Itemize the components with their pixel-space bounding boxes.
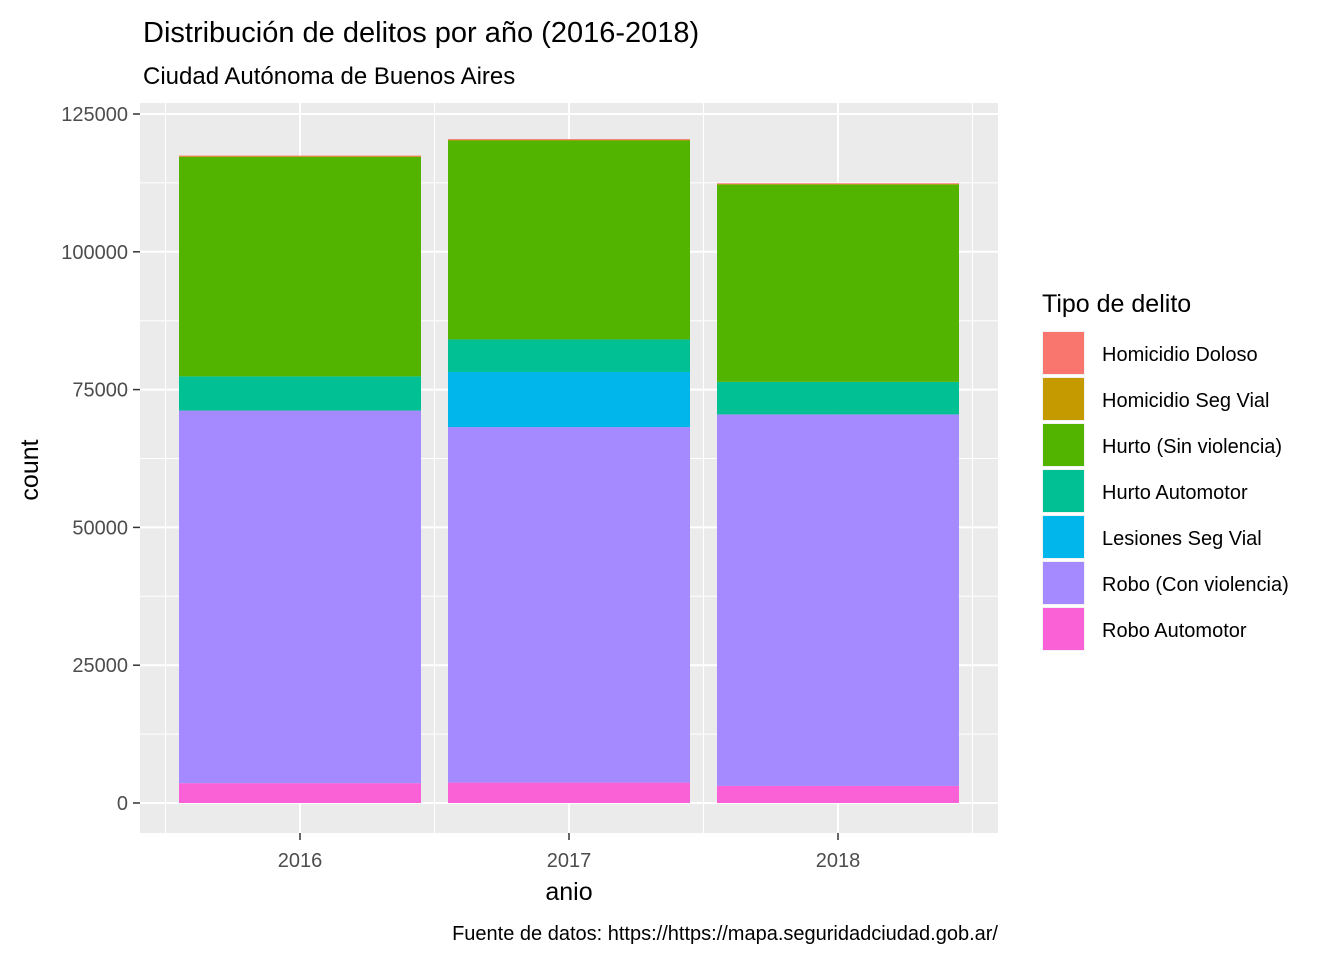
bar-segment [448, 140, 690, 340]
bar-segment [448, 427, 690, 783]
x-tick-label: 2017 [547, 850, 592, 872]
legend-item-label: Robo (Con violencia) [1102, 574, 1289, 596]
chart-subtitle: Ciudad Autónoma de Buenos Aires [143, 63, 515, 90]
legend-swatch [1043, 378, 1084, 420]
bar-segment [179, 376, 421, 411]
x-axis-ticks: 2016 2017 2018 [278, 833, 861, 872]
bar-segment [717, 184, 959, 185]
y-tick-label: 50000 [72, 517, 128, 539]
legend-item-label: Homicidio Doloso [1102, 344, 1258, 366]
bar-segment [179, 156, 421, 157]
legend: Tipo de delito Homicidio DolosoHomicidio… [1042, 290, 1289, 651]
bar-segment [179, 410, 421, 784]
legend-swatch [1043, 424, 1084, 466]
bar-segment [448, 782, 690, 803]
chart-caption: Fuente de datos: https://https://mapa.se… [452, 923, 998, 945]
bar-segment [448, 139, 690, 140]
legend-swatch [1043, 608, 1084, 650]
legend-item-label: Hurto Automotor [1102, 482, 1248, 504]
y-axis-ticks: 0 25000 50000 75000 100000 125000 [61, 104, 140, 815]
legend-item-label: Lesiones Seg Vial [1102, 528, 1262, 550]
y-tick-label: 125000 [61, 104, 128, 126]
legend-swatch [1043, 516, 1084, 558]
bar-segment [179, 783, 421, 803]
legend-items: Homicidio Doloso Homicidio Seg Vial Hurto … [1042, 331, 1289, 651]
bar-segment [717, 183, 959, 185]
chart-title: Distribución de delitos por año (2016-20… [143, 17, 699, 49]
y-tick-label: 75000 [72, 380, 128, 402]
legend-swatch [1043, 562, 1084, 604]
legend-item-label: Hurto (Sin violencia) [1102, 436, 1282, 458]
y-axis-label: count [16, 439, 44, 500]
bar-segment [717, 381, 959, 415]
bar-segment [448, 139, 690, 141]
x-axis-label: anio [545, 878, 592, 906]
bar-segment [448, 371, 690, 428]
bar-segment [717, 414, 959, 786]
legend-item-label: Homicidio Seg Vial [1102, 390, 1270, 412]
bars [179, 139, 959, 803]
bar-segment [179, 156, 421, 377]
bar-segment [717, 785, 959, 803]
x-tick-label: 2018 [816, 850, 861, 872]
legend-swatch [1043, 332, 1084, 374]
legend-swatch [1043, 470, 1084, 512]
y-tick-label: 0 [117, 793, 128, 815]
y-tick-label: 25000 [72, 655, 128, 677]
y-tick-label: 100000 [61, 242, 128, 264]
bar-segment [717, 184, 959, 382]
legend-item-label: Robo Automotor [1102, 620, 1247, 642]
x-tick-label: 2016 [278, 850, 323, 872]
legend-title: Tipo de delito [1042, 290, 1191, 318]
bar-segment [448, 339, 690, 372]
bar-segment [179, 155, 421, 157]
